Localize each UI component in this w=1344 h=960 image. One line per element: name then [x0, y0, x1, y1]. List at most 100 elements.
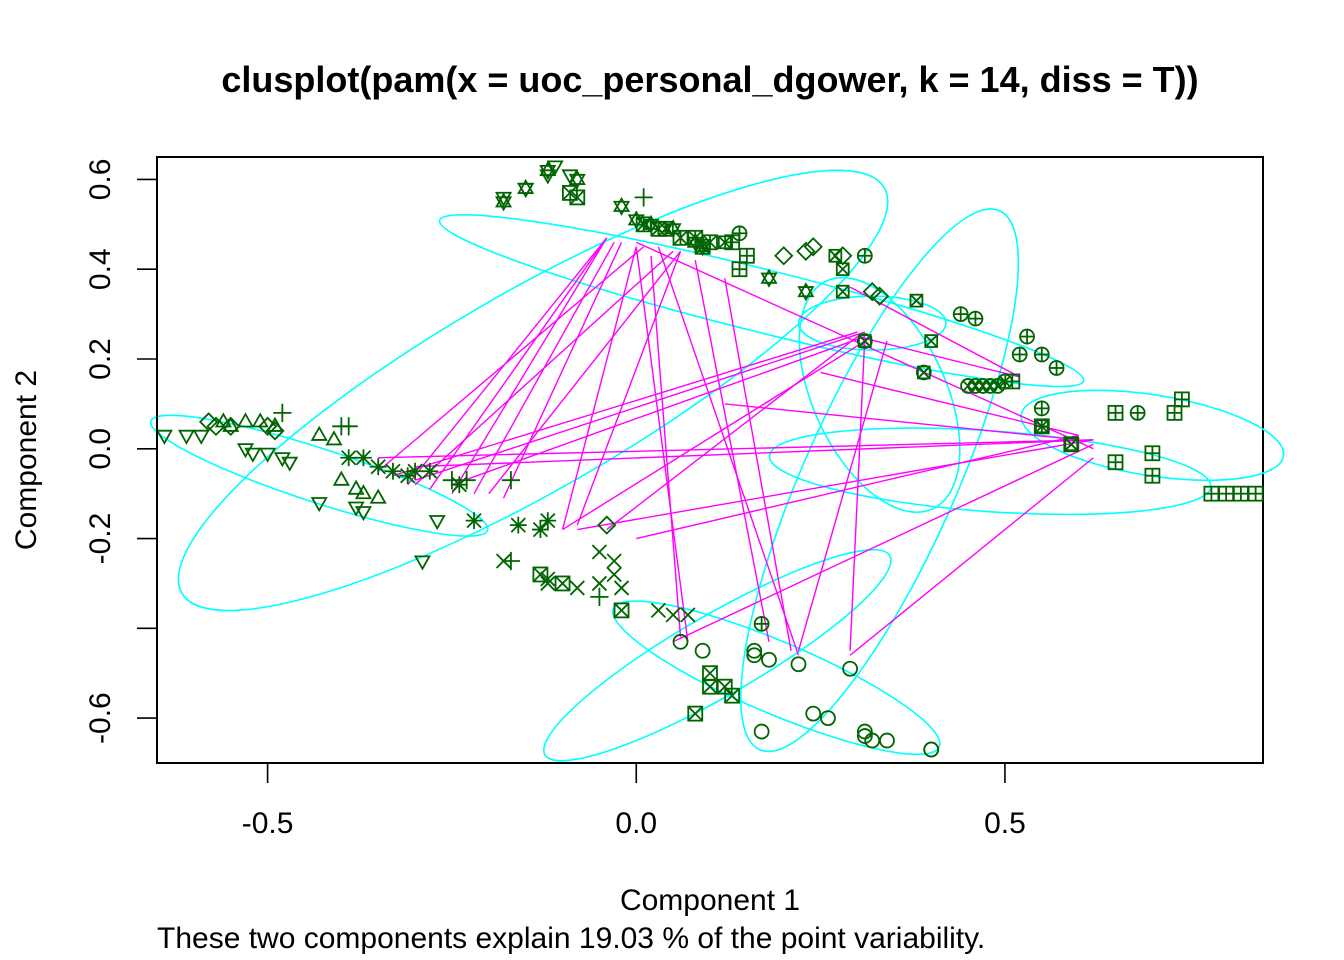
point-cluster-1-6 [842, 660, 858, 677]
point-cluster-11-10 [1144, 467, 1161, 484]
point-cluster-2-11 [369, 488, 387, 504]
distance-line-3 [451, 237, 608, 495]
point-cluster-11-14 [1232, 485, 1249, 502]
point-cluster-5-3 [221, 416, 241, 437]
distance-line-14 [635, 246, 689, 642]
point-cluster-10-7 [1033, 346, 1050, 363]
point-cluster-2-3 [236, 412, 255, 428]
point-cluster-4-3 [606, 566, 622, 583]
point-cluster-4-10 [495, 553, 512, 569]
cluster-ellipse-3 [149, 414, 489, 537]
point-cluster-6-9 [310, 497, 328, 513]
point-cluster-8-10 [509, 516, 527, 534]
point-cluster-10-2 [856, 247, 873, 264]
cluster-distance-lines [377, 237, 1094, 656]
point-cluster-5-6 [597, 515, 617, 535]
point-cluster-13-1 [532, 566, 549, 583]
point-cluster-9-3 [539, 160, 557, 180]
distance-line-30 [849, 457, 1094, 656]
point-cluster-11-9 [1144, 445, 1161, 462]
point-cluster-12-8 [915, 364, 932, 381]
distance-line-16 [392, 331, 858, 477]
point-cluster-2-7 [325, 430, 343, 446]
point-cluster-8-7 [421, 462, 439, 480]
distance-line-33 [635, 241, 1094, 450]
point-cluster-3-1 [273, 403, 292, 422]
distance-line-21 [857, 335, 1020, 378]
point-cluster-13-11 [569, 189, 586, 206]
point-cluster-13-7 [724, 687, 741, 704]
point-cluster-9-1 [495, 192, 513, 212]
point-cluster-3-3 [339, 417, 358, 436]
point-cluster-4-11 [680, 607, 696, 623]
distance-line-5 [502, 241, 623, 499]
point-cluster-8-2 [355, 449, 372, 467]
y-tick-label: 0.6 [84, 159, 117, 201]
point-cluster-1-1 [672, 633, 689, 650]
distance-line-8 [488, 250, 682, 495]
x-tick-label: 0.5 [984, 807, 1026, 840]
point-cluster-3-8 [634, 188, 653, 207]
point-cluster-4-12 [540, 575, 556, 592]
point-cluster-11-3 [724, 234, 741, 251]
cluster-ellipse-5 [542, 548, 892, 762]
distance-line-26 [415, 439, 1094, 468]
y-axis-title: Component 2 [10, 370, 43, 550]
distance-line-7 [414, 250, 674, 486]
y-tick-label: 0.4 [84, 248, 117, 290]
point-cluster-11-15 [1247, 485, 1264, 502]
distance-line-24 [797, 340, 888, 651]
point-cluster-13-8 [687, 705, 704, 722]
point-cluster-12-6 [997, 373, 1013, 390]
point-cluster-7-8 [835, 262, 850, 277]
point-cluster-12-4 [960, 378, 976, 394]
y-tick-label: 0.2 [84, 338, 117, 380]
x-axis: -0.5 0.0 0.5 [242, 762, 1026, 840]
point-cluster-5-9 [803, 237, 823, 257]
distance-line-23 [849, 336, 866, 651]
point-cluster-2-2 [222, 416, 240, 432]
point-cluster-5-2 [206, 416, 226, 437]
point-cluster-1-7 [761, 651, 777, 668]
point-cluster-6-16 [539, 169, 557, 185]
point-cluster-4-2 [606, 553, 622, 569]
cluster-ellipse-9 [798, 276, 961, 514]
variability-caption: These two components explain 19.03 % of … [157, 922, 985, 955]
point-cluster-10-9 [1033, 400, 1050, 417]
point-cluster-1-13 [879, 732, 895, 749]
point-cluster-5-12 [869, 286, 890, 306]
distance-line-19 [562, 335, 873, 531]
y-axis: -0.6 -0.2 0.0 0.2 0.4 0.6 [84, 159, 158, 744]
distance-line-27 [577, 439, 1094, 531]
point-cluster-13-4 [702, 665, 718, 682]
point-cluster-3-9 [590, 587, 609, 607]
distance-line-12 [694, 260, 770, 642]
point-cluster-5-7 [774, 246, 794, 266]
point-cluster-6-17 [546, 160, 564, 176]
point-cluster-6-13 [428, 515, 446, 531]
cluster-points [155, 160, 1264, 758]
distance-line-15 [650, 255, 682, 638]
point-cluster-11-13 [1218, 485, 1235, 502]
distance-line-6 [377, 246, 645, 472]
chart-title: clusplot(pam(x = uoc_personal_dgower, k … [221, 59, 1198, 100]
point-cluster-8-6 [406, 462, 424, 480]
point-cluster-1-5 [790, 656, 807, 673]
point-cluster-7-6 [909, 293, 924, 308]
point-cluster-11-8 [1173, 391, 1190, 408]
point-cluster-6-8 [281, 456, 299, 472]
point-cluster-9-12 [797, 282, 815, 302]
point-cluster-1-15 [923, 741, 940, 758]
point-cluster-11-12 [1203, 485, 1220, 502]
point-cluster-11-11 [1107, 454, 1124, 471]
point-cluster-6-5 [244, 447, 262, 463]
x-tick-label: -0.5 [242, 807, 294, 840]
point-cluster-14-7 [702, 234, 718, 251]
distance-line-29 [636, 434, 1079, 540]
point-cluster-4-9 [665, 607, 681, 623]
y-tick-label: 0.0 [84, 428, 117, 470]
point-cluster-7-9 [828, 248, 843, 263]
distance-line-31 [724, 403, 1079, 441]
point-cluster-1-8 [805, 705, 822, 722]
